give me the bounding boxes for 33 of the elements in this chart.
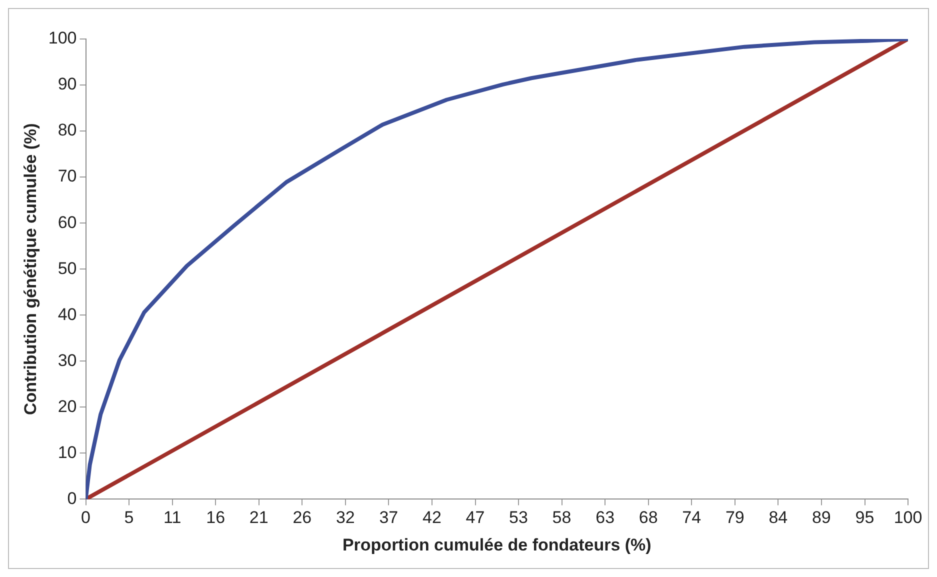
y-tick-label: 10 — [58, 442, 77, 462]
x-tick-label: 89 — [812, 508, 831, 528]
x-tick-label: 95 — [855, 508, 874, 528]
x-tick-label: 0 — [81, 508, 90, 528]
y-tick-label: 30 — [58, 350, 77, 370]
x-tick-label: 21 — [249, 508, 268, 528]
y-tick-label: 0 — [67, 488, 77, 508]
x-tick-label: 37 — [379, 508, 398, 528]
x-tick-label: 5 — [124, 508, 134, 528]
x-tick-label: 100 — [894, 508, 922, 528]
x-tick-label: 26 — [292, 508, 312, 528]
y-tick-label: 50 — [58, 258, 77, 278]
x-tick-label: 74 — [682, 508, 702, 528]
y-tick-label: 80 — [58, 120, 77, 140]
y-tick-label: 60 — [58, 212, 77, 232]
y-axis-title: Contribution génétique cumulée (%) — [20, 123, 40, 416]
x-tick-label: 79 — [725, 508, 744, 528]
x-tick-label: 58 — [552, 508, 572, 528]
x-tick-label: 63 — [596, 508, 615, 528]
x-tick-label: 32 — [336, 508, 355, 528]
x-tick-label: 47 — [466, 508, 485, 528]
y-tick-label: 20 — [58, 396, 77, 416]
y-tick-label: 40 — [58, 304, 77, 324]
x-tick-label: 42 — [422, 508, 442, 528]
y-tick-label: 100 — [48, 28, 77, 48]
y-tick-label: 70 — [58, 166, 77, 186]
x-tick-label: 53 — [509, 508, 528, 528]
y-tick-label: 90 — [58, 74, 77, 94]
x-tick-label: 16 — [206, 508, 226, 528]
x-axis-title: Proportion cumulée de fondateurs (%) — [342, 535, 652, 554]
x-tick-label: 11 — [164, 508, 182, 528]
x-tick-label: 84 — [768, 508, 788, 528]
x-tick-label: 68 — [638, 508, 658, 528]
